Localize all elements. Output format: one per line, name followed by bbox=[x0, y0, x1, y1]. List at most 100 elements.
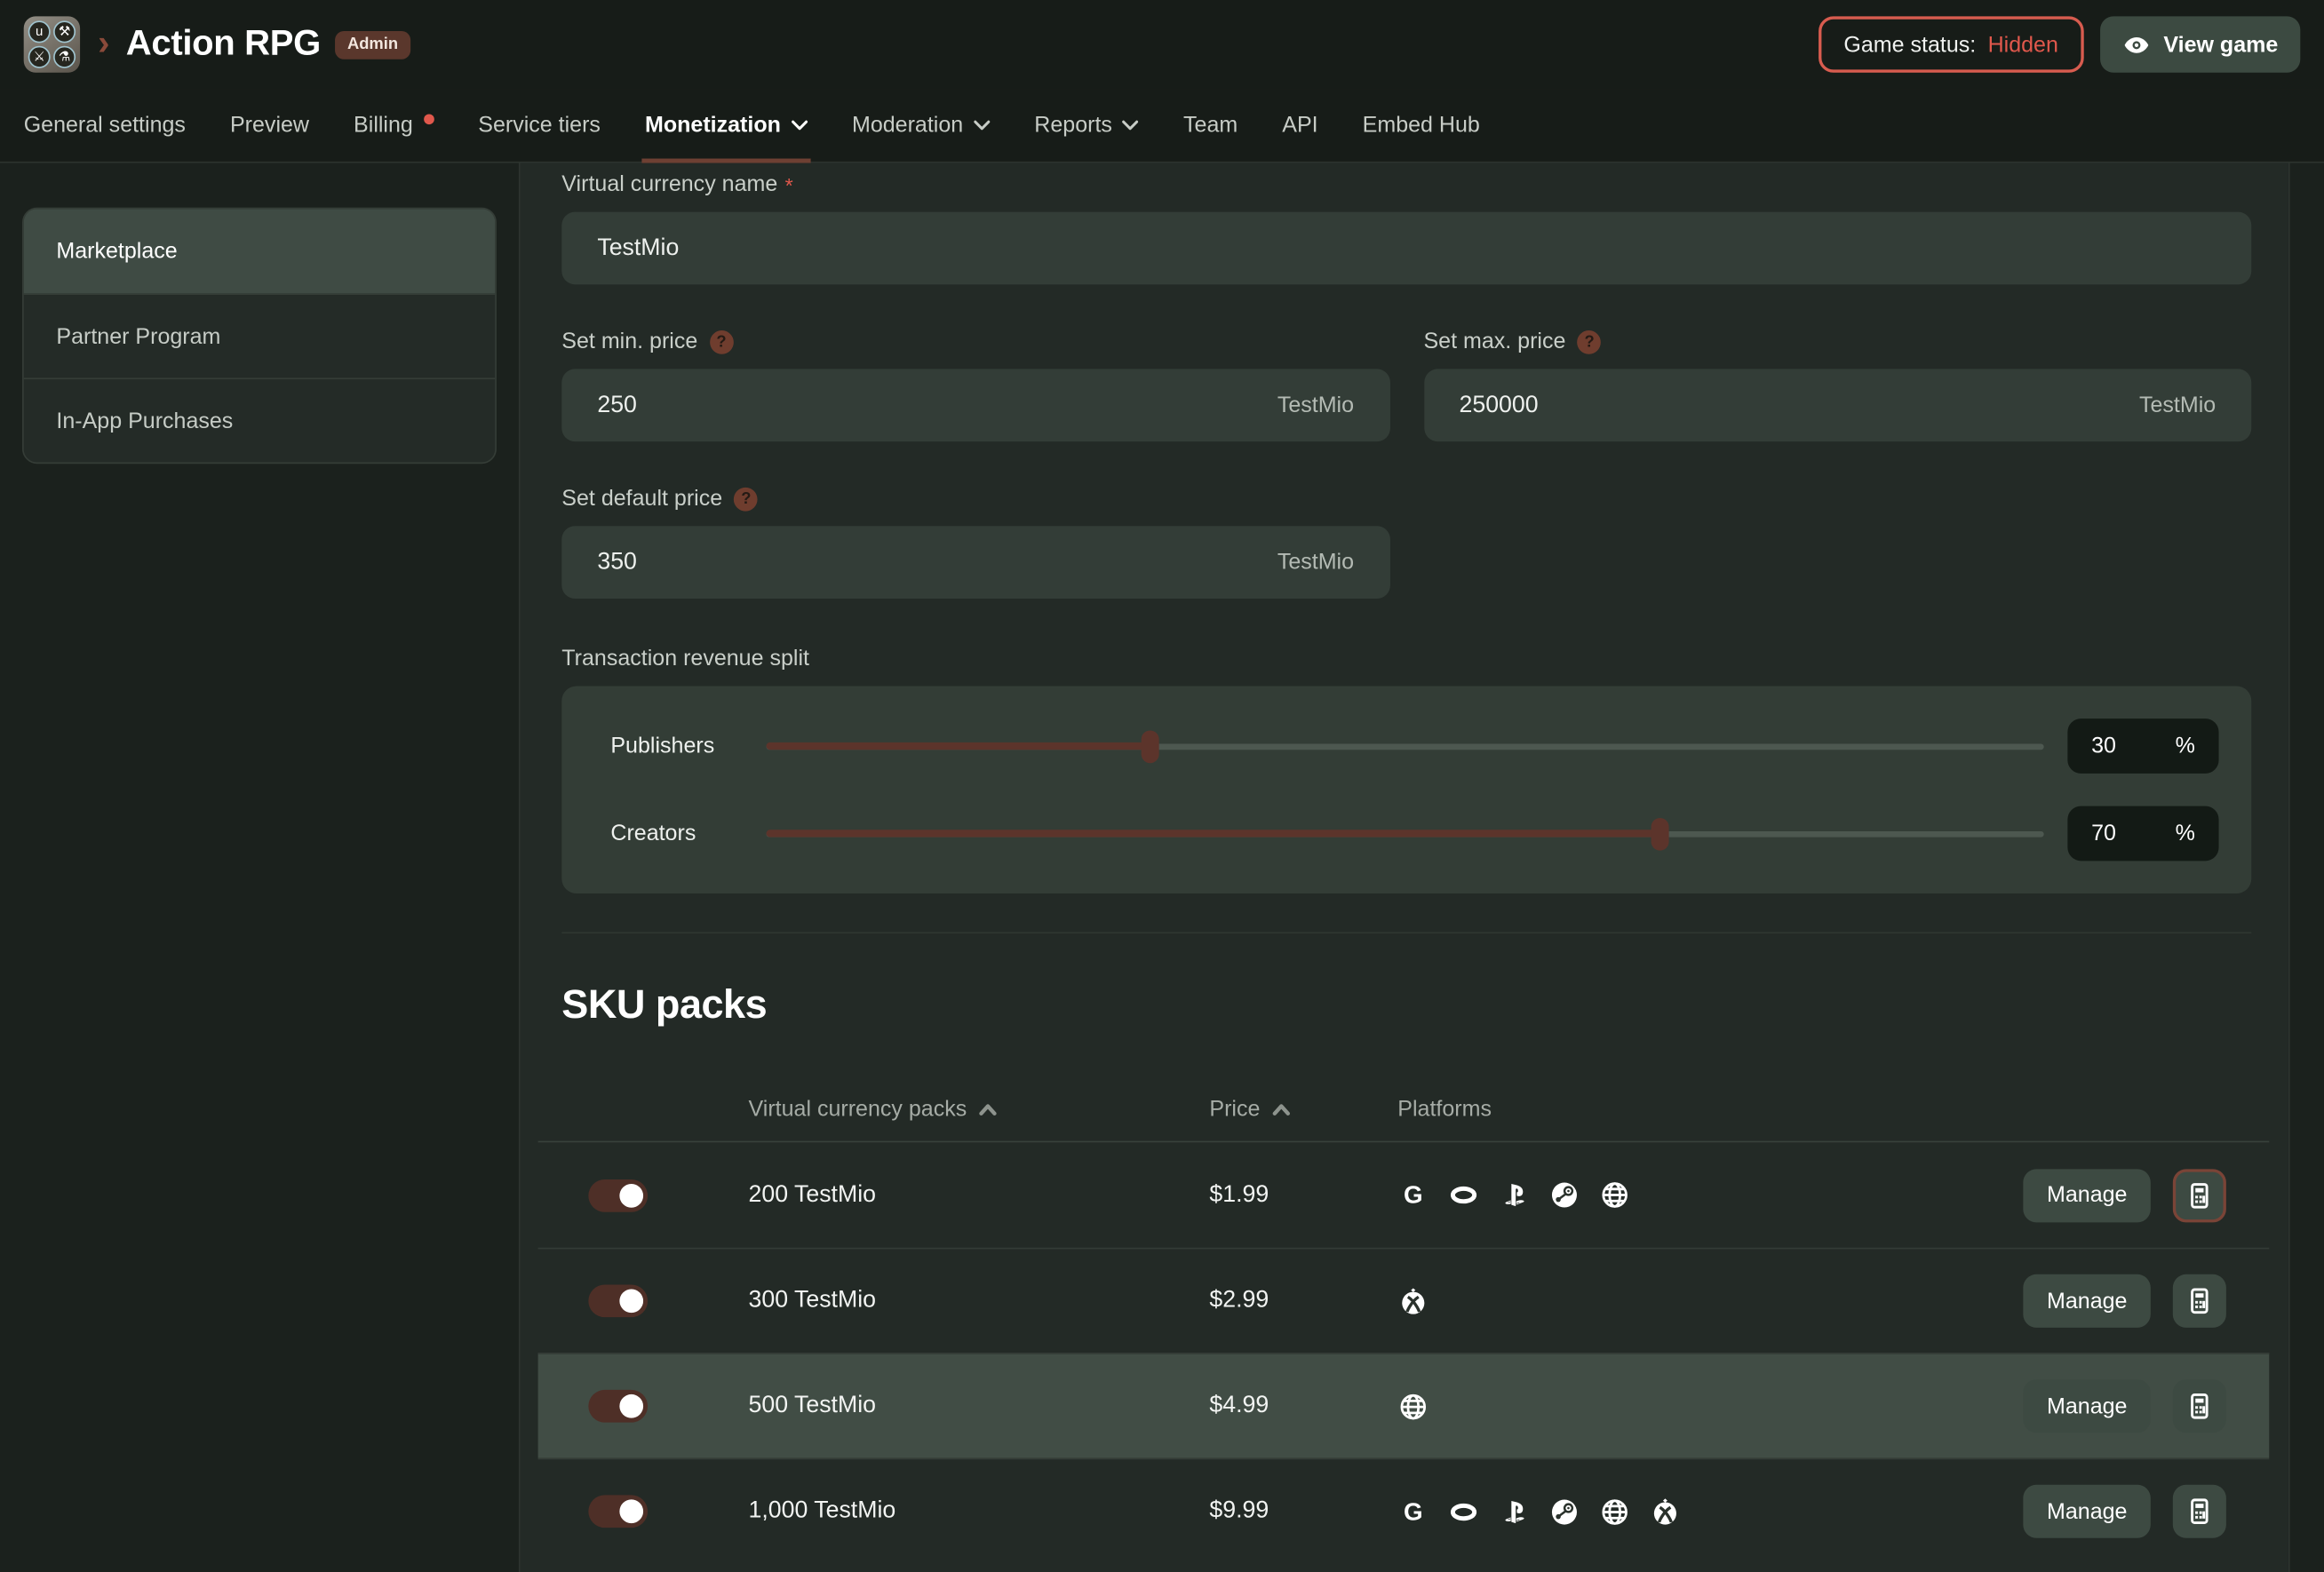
sku-table: Virtual currency packs Price bbox=[538, 1061, 2270, 1564]
slider-label: Creators bbox=[610, 821, 766, 846]
svg-text:G: G bbox=[1404, 1497, 1423, 1525]
currency-suffix: TestMio bbox=[1277, 550, 1354, 575]
calculator-icon bbox=[2184, 1496, 2217, 1528]
nav-item-label: API bbox=[1282, 113, 1317, 138]
publishers-slider[interactable] bbox=[767, 719, 2044, 774]
column-packs: Virtual currency packs bbox=[749, 1097, 967, 1122]
sku-enabled-toggle[interactable] bbox=[588, 1285, 648, 1318]
view-game-button[interactable]: View game bbox=[2100, 16, 2301, 72]
sku-pack-name: 500 TestMio bbox=[749, 1393, 1210, 1420]
creators-slider[interactable] bbox=[767, 806, 2044, 861]
sku-pack-price: $9.99 bbox=[1209, 1498, 1397, 1525]
sku-enabled-toggle[interactable] bbox=[588, 1179, 648, 1212]
nav-item-label: Moderation bbox=[852, 113, 963, 138]
sidebar-item-label: Partner Program bbox=[56, 324, 220, 349]
toggle-knob bbox=[619, 1290, 643, 1314]
max-price-label: Set max. price bbox=[1423, 329, 1565, 355]
slider-thumb[interactable] bbox=[1141, 730, 1158, 763]
section-divider bbox=[561, 932, 2251, 933]
nav-item-preview[interactable]: Preview bbox=[230, 89, 309, 162]
admin-badge: Admin bbox=[336, 30, 410, 59]
default-price-field: TestMio bbox=[561, 526, 1389, 599]
sku-enabled-toggle[interactable] bbox=[588, 1391, 648, 1424]
currency-suffix: TestMio bbox=[2139, 393, 2216, 417]
sort-ascending-icon[interactable] bbox=[1272, 1103, 1292, 1116]
platforms-list bbox=[1397, 1286, 2023, 1317]
sku-pack-price: $2.99 bbox=[1209, 1288, 1397, 1314]
sidebar-item-in-app-purchases[interactable]: In-App Purchases bbox=[24, 377, 496, 462]
row-actions: Manage bbox=[2023, 1274, 2226, 1328]
manage-button[interactable]: Manage bbox=[2023, 1485, 2151, 1538]
platforms-list: G bbox=[1397, 1180, 2023, 1211]
game-status-pill[interactable]: Game status: Hidden bbox=[1819, 16, 2083, 72]
sku-pack-name: 200 TestMio bbox=[749, 1182, 1210, 1209]
manage-button[interactable]: Manage bbox=[2023, 1169, 2151, 1222]
help-icon[interactable] bbox=[735, 488, 759, 512]
slider-fill bbox=[767, 830, 1661, 837]
logo-glyph: ⚔ bbox=[28, 46, 51, 68]
sku-pack-name: 300 TestMio bbox=[749, 1288, 1210, 1314]
google-icon: G bbox=[1397, 1180, 1429, 1211]
sidebar-menu: Marketplace Partner Program In-App Purchas… bbox=[22, 208, 497, 464]
primary-nav: General settings Preview Billing Service ti… bbox=[0, 89, 2324, 163]
publishers-percent-value: 30% bbox=[2067, 719, 2218, 774]
google-icon: G bbox=[1397, 1497, 1429, 1528]
calculator-button[interactable] bbox=[2173, 1485, 2226, 1538]
nav-item-general-settings[interactable]: General settings bbox=[24, 89, 186, 162]
manage-button[interactable]: Manage bbox=[2023, 1274, 2151, 1328]
help-icon[interactable] bbox=[710, 330, 734, 354]
nav-item-moderation[interactable]: Moderation bbox=[852, 89, 990, 162]
min-price-field: TestMio bbox=[561, 369, 1389, 441]
table-row: 200 TestMio$1.99GManage bbox=[538, 1143, 2270, 1248]
xbox-icon bbox=[1397, 1286, 1429, 1317]
sidebar-item-marketplace[interactable]: Marketplace bbox=[24, 209, 496, 293]
max-price-input[interactable] bbox=[1460, 392, 2121, 418]
currency-suffix: TestMio bbox=[1277, 393, 1354, 417]
sort-ascending-icon[interactable] bbox=[979, 1103, 999, 1116]
slider-thumb[interactable] bbox=[1651, 817, 1669, 850]
oculus-icon bbox=[1448, 1497, 1479, 1528]
calculator-button[interactable] bbox=[2173, 1274, 2226, 1328]
default-price-label: Set default price bbox=[561, 486, 722, 512]
column-platforms: Platforms bbox=[1397, 1097, 1492, 1122]
nav-item-label: Reports bbox=[1034, 113, 1112, 138]
help-icon[interactable] bbox=[1578, 330, 1602, 354]
currency-name-input[interactable] bbox=[597, 234, 2216, 261]
nav-item-service-tiers[interactable]: Service tiers bbox=[478, 89, 601, 162]
breadcrumb-chevron-icon bbox=[98, 27, 109, 62]
min-price-input[interactable] bbox=[597, 392, 1259, 418]
calculator-button[interactable] bbox=[2173, 1380, 2226, 1433]
row-actions: Manage bbox=[2023, 1380, 2226, 1433]
percent-value: 30 bbox=[2091, 734, 2116, 758]
nav-item-embed-hub[interactable]: Embed Hub bbox=[1363, 89, 1480, 162]
manage-button[interactable]: Manage bbox=[2023, 1380, 2151, 1433]
app-window: u ⚒ ⚔ ⚗ Action RPG Admin Game status: Hi… bbox=[0, 0, 2324, 1572]
chevron-down-icon bbox=[974, 120, 990, 131]
playstation-icon bbox=[1499, 1497, 1530, 1528]
game-logo[interactable]: u ⚒ ⚔ ⚗ bbox=[24, 16, 80, 72]
chevron-down-icon bbox=[792, 120, 808, 131]
toggle-knob bbox=[619, 1184, 643, 1208]
creators-percent-value: 70% bbox=[2067, 806, 2218, 861]
nav-item-reports[interactable]: Reports bbox=[1034, 89, 1139, 162]
sidebar-item-partner-program[interactable]: Partner Program bbox=[24, 293, 496, 377]
main-content: Virtual currency name * Set min. price bbox=[521, 163, 2288, 1572]
nav-item-label: Monetization bbox=[645, 113, 781, 138]
nav-item-billing[interactable]: Billing bbox=[354, 89, 434, 162]
nav-item-api[interactable]: API bbox=[1282, 89, 1317, 162]
notification-dot bbox=[424, 114, 434, 124]
calculator-button[interactable] bbox=[2173, 1169, 2226, 1222]
revenue-split-panel: Publishers30%Creators70% bbox=[561, 686, 2251, 893]
table-row: 300 TestMio$2.99 Manage bbox=[538, 1248, 2270, 1353]
sku-pack-price: $4.99 bbox=[1209, 1393, 1397, 1420]
default-price-input[interactable] bbox=[597, 549, 1259, 576]
toggle-knob bbox=[619, 1395, 643, 1419]
app-header: u ⚒ ⚔ ⚗ Action RPG Admin Game status: Hi… bbox=[0, 0, 2324, 89]
chevron-down-icon bbox=[1123, 120, 1139, 131]
table-row: 1,000 TestMio$9.99GManage bbox=[538, 1458, 2270, 1563]
nav-item-team[interactable]: Team bbox=[1183, 89, 1238, 162]
sku-enabled-toggle[interactable] bbox=[588, 1496, 648, 1528]
nav-item-label: Team bbox=[1183, 113, 1238, 138]
nav-item-monetization[interactable]: Monetization bbox=[645, 89, 808, 162]
slider-row-creators: Creators 70% bbox=[610, 806, 2218, 861]
